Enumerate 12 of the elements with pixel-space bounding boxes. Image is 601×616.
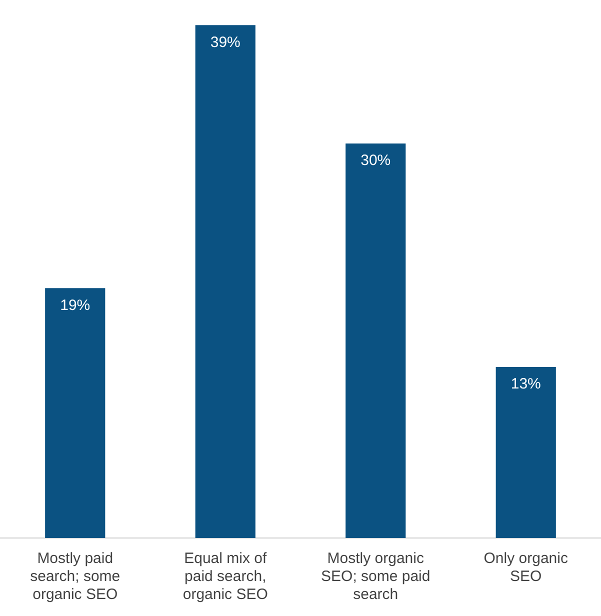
bar xyxy=(195,25,256,538)
data-label: 39% xyxy=(210,34,240,51)
bar xyxy=(496,367,556,538)
x-tick-label: Mostly paid search; some organic SEO xyxy=(30,550,120,604)
data-label: 30% xyxy=(360,152,391,170)
x-tick-label: Mostly organic SEO; some paid search xyxy=(321,550,430,604)
bar xyxy=(45,288,106,538)
x-tick-label: Only organic SEO xyxy=(484,550,568,586)
data-label: 13% xyxy=(510,376,541,393)
data-label: 19% xyxy=(60,296,90,314)
bar xyxy=(346,144,406,538)
x-tick-label: Equal mix of paid search, organic SEO xyxy=(182,550,268,604)
